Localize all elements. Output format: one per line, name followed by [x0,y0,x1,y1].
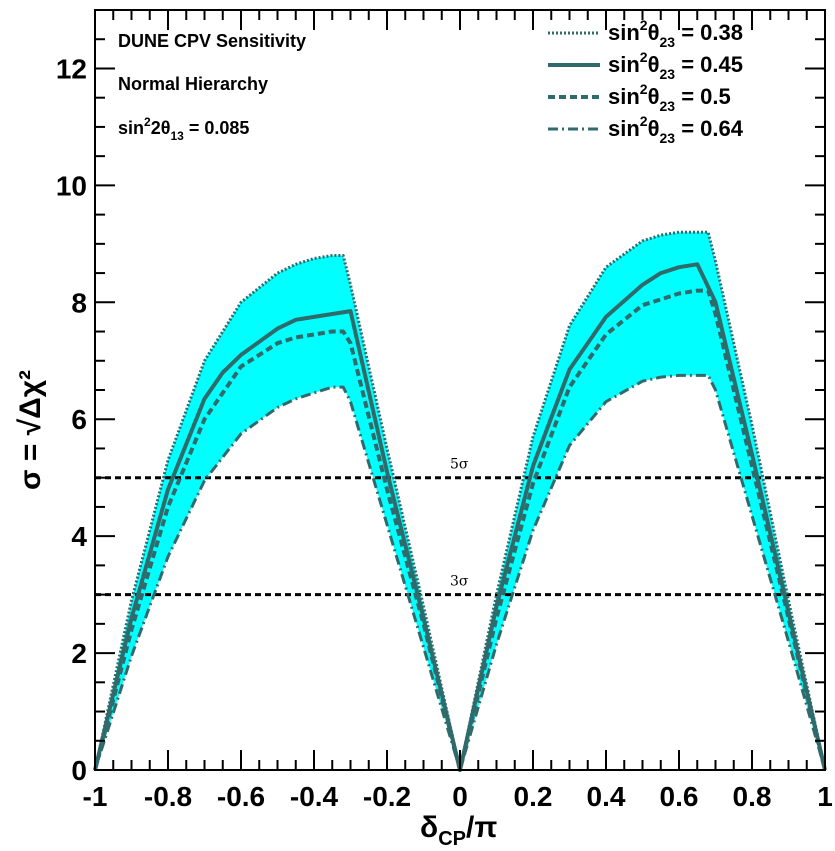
x-tick-label: -0.2 [363,781,411,812]
annotation-theta13: sin22θ13 = 0.085 [118,115,249,143]
x-tick-label: -0.4 [290,781,339,812]
x-tick-label: -0.8 [144,781,192,812]
y-tick-label: 0 [71,755,87,786]
annotation-block: DUNE CPV Sensitivity Normal Hierarchy si… [118,31,306,143]
x-tick-label: 0.2 [514,781,553,812]
y-tick-label: 6 [71,404,87,435]
y-tick-label: 2 [71,638,87,669]
y-tick-label: 12 [56,53,87,84]
series-lines [93,230,827,772]
tick-labels: -1 -0.8 -0.6 -0.4 -0.2 0 0.2 0.4 0.6 0.8 102468101… [56,53,833,812]
x-tick-label: 0.4 [587,781,626,812]
axis-ticks [94,9,826,771]
annotation-hierarchy: Normal Hierarchy [118,74,268,94]
reference-label-0: 5σ [450,457,469,473]
x-tick-label: -1 [83,781,108,812]
x-tick-label: 1 [817,781,833,812]
x-tick-label: 0.8 [733,781,772,812]
x-axis-title: δCP/π [420,811,497,850]
sensitivity-band [95,232,825,770]
x-tick-label: 0.6 [660,781,699,812]
reference-label-1: 3σ [450,574,469,590]
reference-lines: 5σ 3σ [95,457,825,597]
y-tick-label: 10 [56,170,87,201]
y-axis-title: σ = √Δχ² [14,370,47,490]
x-tick-label: 0 [452,781,468,812]
x-tick-label: -0.6 [217,781,265,812]
y-tick-label: 8 [71,287,87,318]
y-tick-label: 4 [71,521,87,552]
legend-label-dashed: sin2θ23 = 0.5 [608,81,731,114]
annotation-title: DUNE CPV Sensitivity [118,31,306,51]
legend-label-dashdot: sin2θ23 = 0.64 [608,113,744,146]
legend-label-solid: sin2θ23 = 0.45 [608,49,743,82]
legend-label-dotted: sin2θ23 = 0.38 [608,17,743,50]
sensitivity-band-fill [95,232,825,770]
